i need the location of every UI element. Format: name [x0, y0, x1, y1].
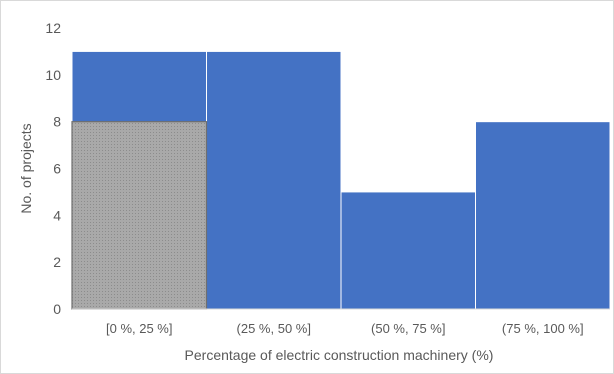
bars-layer [71, 50, 611, 310]
y-tick-label-10: 10 [45, 67, 61, 83]
x-tick-label-1: [0 %, 25 %] [106, 321, 172, 336]
bar-series-1-2 [206, 50, 342, 310]
y-tick-label-0: 0 [53, 301, 61, 317]
x-tick-label-3: (50 %, 75 %] [371, 321, 445, 336]
x-axis-title: Percentage of electric construction mach… [185, 347, 494, 363]
bar-series-1-4 [475, 121, 611, 310]
x-tick-label-4: (75 %, 100 %] [502, 321, 584, 336]
y-tick-label-4: 4 [53, 207, 61, 223]
labels-layer: 0 2 4 6 8 10 12 [0 %, 25 %] (25 %, 50 %] (50 %, 7… [18, 20, 584, 363]
y-tick-label-12: 12 [45, 20, 61, 36]
y-tick-label-6: 6 [53, 161, 61, 177]
y-tick-label-2: 2 [53, 254, 61, 270]
y-tick-label-8: 8 [53, 114, 61, 130]
bar-series-1-3 [340, 191, 476, 310]
y-axis-title: No. of projects [18, 123, 34, 213]
x-tick-label-2: (25 %, 50 %] [237, 321, 311, 336]
bar-series-2-1 [71, 121, 208, 310]
